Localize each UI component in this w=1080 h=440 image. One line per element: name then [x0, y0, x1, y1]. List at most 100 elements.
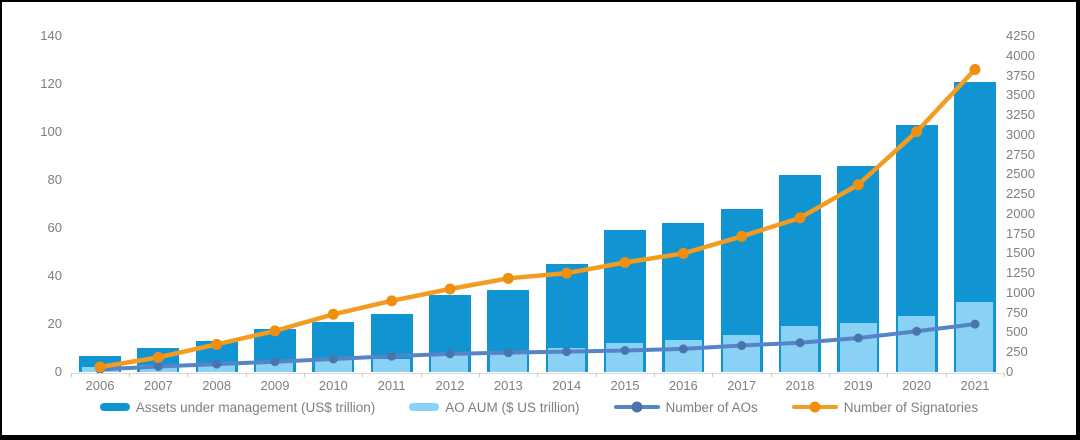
x-axis-tick	[945, 373, 947, 377]
x-axis-tick	[187, 373, 189, 377]
aos-point-2018	[795, 338, 805, 348]
signatories-point-2018	[794, 212, 806, 224]
bar-ao-aum-2011	[373, 358, 411, 372]
signatories-point-2020	[911, 126, 923, 138]
x-axis-tick	[712, 373, 714, 377]
bar-ao-aum-2013	[489, 351, 527, 372]
bar-ao-aum-2009	[256, 362, 294, 372]
legend-item-ao-aum: AO AUM ($ US trillion)	[409, 399, 580, 415]
right-axis-tick-label: 2500	[1006, 166, 1035, 182]
signatories-line-marker-icon	[791, 401, 838, 413]
signatories-point-2015	[619, 257, 631, 269]
right-axis-tick-label: 2000	[1006, 205, 1035, 221]
x-axis-tick	[1004, 373, 1006, 377]
x-axis-year-label: 2018	[785, 378, 815, 393]
signatories-point-2016	[677, 247, 689, 259]
x-axis-tick	[887, 373, 889, 377]
left-axis-tick-label: 120	[40, 76, 62, 91]
aos-point-2009	[270, 357, 280, 367]
signatories-point-2011	[386, 295, 398, 307]
legend-label-ao-aum: AO AUM ($ US trillion)	[445, 399, 580, 415]
right-axis-tick-label: 2750	[1006, 146, 1035, 162]
right-axis-tick-label: 3500	[1006, 87, 1035, 103]
x-axis-tick	[70, 373, 72, 377]
x-axis-tick	[420, 373, 422, 377]
bar-ao-aum-2021	[956, 302, 994, 372]
right-axis-tick-label: 1750	[1006, 225, 1035, 241]
right-axis-tick-label: 1500	[1006, 245, 1035, 261]
right-axis-tick-label: 3750	[1006, 67, 1035, 83]
right-axis-tick-label: 0	[1006, 364, 1014, 379]
aos-point-2020	[912, 326, 922, 336]
signatories-point-2014	[561, 267, 573, 279]
right-axis-tick-label: 500	[1006, 324, 1028, 340]
bar-ao-aum-2018	[781, 326, 819, 372]
signatories-point-2019	[852, 179, 864, 191]
x-axis-year-label: 2020	[902, 378, 932, 393]
aos-point-2014	[562, 347, 572, 357]
right-axis-tick-label: 1000	[1006, 284, 1035, 300]
legend-label-aos: Number of AOs	[665, 399, 758, 415]
aos-point-2015	[620, 345, 630, 355]
x-axis-year-label: 2009	[260, 378, 290, 393]
ao-aum-bar-swatch-icon	[409, 403, 440, 411]
legend: Assets under management (US$ trillion) A…	[2, 396, 1076, 418]
signatories-point-2008	[211, 338, 223, 350]
x-axis-year-label: 2007	[143, 378, 173, 393]
aos-line	[99, 322, 976, 372]
x-axis-tick	[479, 373, 481, 377]
x-axis-tick	[770, 373, 772, 377]
signatories-point-2010	[327, 308, 339, 320]
right-axis-tick-label: 1250	[1006, 265, 1035, 281]
bar-ao-aum-2020	[898, 315, 936, 372]
legend-item-aum: Assets under management (US$ trillion)	[99, 400, 375, 415]
x-axis-tick	[304, 373, 306, 377]
aos-point-2021	[970, 319, 980, 329]
left-axis-tick-label: 140	[40, 28, 62, 43]
x-axis-tick	[537, 373, 539, 377]
signatories-point-2017	[736, 230, 748, 242]
bar-ao-aum-2019	[839, 322, 877, 372]
left-axis-tick-label: 0	[54, 364, 62, 379]
signatories-point-2012	[444, 283, 456, 295]
bar-ao-aum-2010	[314, 360, 352, 372]
legend-item-aos: Number of AOs	[613, 399, 758, 415]
left-axis-tick-label: 80	[47, 172, 62, 187]
right-axis-tick-label: 3250	[1006, 107, 1035, 123]
left-axis-tick-label: 20	[47, 316, 62, 331]
right-axis-tick-label: 4250	[1006, 28, 1035, 43]
x-axis-year-label: 2012	[435, 378, 465, 393]
signatories-point-2006	[94, 361, 106, 373]
bar-ao-aum-2012	[431, 353, 469, 372]
bar-ao-aum-2017	[723, 334, 761, 372]
aos-point-2013	[503, 348, 513, 358]
chart-canvas: 0 20 40 60 80 100 120 140 0 250 500 750 1000 1250 1500…	[2, 2, 1076, 435]
aos-point-2007	[153, 361, 163, 371]
aos-point-2011	[387, 351, 397, 361]
x-axis-tick	[654, 373, 656, 377]
aum-bar-swatch-icon	[99, 403, 130, 411]
x-axis-year-label: 2016	[668, 378, 698, 393]
legend-item-signatories: Number of Signatories	[791, 399, 979, 415]
signatories-line	[99, 67, 977, 370]
x-axis-tick	[595, 373, 597, 377]
aos-point-2008	[212, 359, 222, 369]
x-axis-year-label: 2006	[85, 378, 115, 393]
aos-point-2017	[737, 341, 747, 351]
aos-point-2019	[853, 333, 863, 343]
x-axis-year-label: 2010	[318, 378, 348, 393]
left-axis-tick-label: 40	[47, 268, 62, 283]
right-axis-tick-label: 4000	[1006, 47, 1035, 63]
signatories-point-2013	[502, 272, 514, 284]
left-axis-tick-label: 60	[47, 220, 62, 235]
legend-label-signatories: Number of Signatories	[843, 399, 979, 415]
x-axis-tick	[362, 373, 364, 377]
signatories-point-2021	[969, 64, 981, 76]
aos-line-marker-icon	[613, 401, 660, 413]
x-axis-year-label: 2021	[960, 378, 990, 393]
x-axis-tick	[129, 373, 131, 377]
signatories-point-2009	[269, 325, 281, 337]
x-axis-year-label: 2017	[727, 378, 757, 393]
aos-point-2012	[445, 349, 455, 359]
